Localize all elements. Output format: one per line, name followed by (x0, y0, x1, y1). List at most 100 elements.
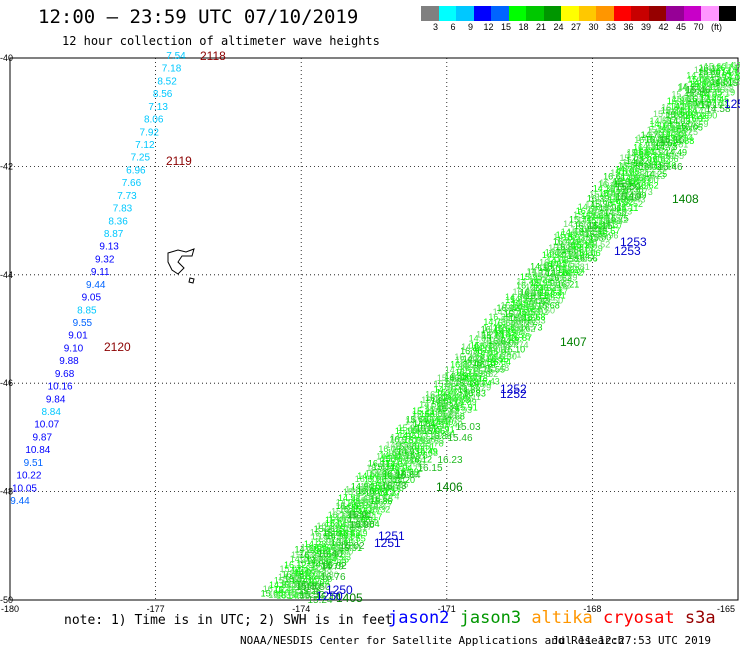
swh-label: 16.00 (488, 342, 511, 352)
swh-label: 15.80 (323, 528, 346, 538)
swh-label: 14.16 (290, 554, 313, 564)
swh-label: 16.64 (493, 318, 516, 328)
swh-label: 15.66 (412, 410, 435, 420)
swh-label: 16.04 (307, 577, 330, 587)
swh-label: 16.18 (599, 178, 622, 188)
swh-label: 15.15 (389, 468, 412, 478)
swh-label: 14.00 (636, 175, 659, 185)
swh-label: 15.91 (432, 425, 455, 435)
swh-label: 15.43 (291, 550, 314, 560)
swh-label: 16.34 (425, 389, 448, 399)
swh-label: 14.98 (381, 483, 404, 493)
swh-label: 14.96 (369, 469, 392, 479)
swh-label: 16.82 (450, 360, 473, 370)
swh-label: 14.73 (336, 498, 359, 508)
swh-label: 14.25 (645, 169, 668, 179)
swh-label: 16.53 (324, 558, 347, 568)
swh-label: 14.51 (318, 532, 341, 542)
swh-label: 14.74 (506, 340, 529, 350)
swh-label: 15.07 (370, 481, 393, 491)
swh-label: 16.75 (659, 137, 682, 147)
swh-label: 14.51 (306, 557, 329, 567)
swh-label: 14.30 (593, 183, 616, 193)
swh-label: 16.81 (634, 135, 657, 145)
time-label-jason2: 1250 (326, 583, 353, 597)
swh-label: 16.91 (609, 180, 632, 190)
swh-label: 15.33 (572, 240, 595, 250)
swh-label: 14.66 (626, 150, 649, 160)
swh-label: 15.68 (261, 588, 284, 598)
swh-label: 16.15 (715, 78, 738, 88)
swh-label: 16.11 (387, 447, 409, 457)
swh-label: 15.64 (708, 79, 731, 89)
swh-label: 16.76 (356, 516, 379, 526)
y-tick-label: -40 (0, 53, 13, 63)
swh-label: 15.80 (698, 67, 721, 77)
swh-label: 14.96 (675, 98, 698, 108)
swh-label: 15.86 (618, 160, 641, 170)
swh-label: 9.32 (95, 254, 115, 265)
swh-label: 14.17 (637, 133, 660, 143)
swh-label: 16.35 (324, 537, 347, 547)
swh-label: 16.12 (687, 94, 710, 104)
swh-label: 16.37 (446, 381, 469, 391)
scale-label: 12 (483, 22, 494, 32)
swh-label: 15.37 (545, 287, 568, 297)
swh-label: 15.23 (717, 70, 740, 80)
swh-label: 16.34 (634, 158, 657, 168)
swh-label: 16.23 (301, 571, 324, 581)
swh-label: 15.47 (356, 496, 379, 506)
swh-label: 15.96 (314, 537, 337, 547)
swh-label: 15.46 (274, 584, 297, 594)
swh-label: 16.09 (528, 274, 551, 284)
island-outline (167, 248, 195, 275)
swh-label: 15.41 (684, 88, 707, 98)
swh-label: 14.00 (732, 61, 740, 71)
swh-label: 15.24 (426, 402, 449, 412)
swh-label: 15.34 (372, 462, 395, 472)
swh-label: 8.85 (77, 305, 97, 316)
swh-label: 9.51 (24, 458, 44, 469)
swh-label: 15.33 (289, 587, 312, 597)
satellite-cryosat: cryosat (602, 608, 685, 628)
swh-label: 16.87 (667, 96, 690, 106)
swh-label: 15.00 (589, 232, 612, 242)
swh-label: 16.43 (672, 94, 695, 104)
swh-label: 16.88 (351, 495, 374, 505)
swh-label: 16.51 (412, 441, 435, 451)
swh-label-highlight: 15.46 (685, 85, 710, 96)
swh-label: 14.55 (451, 393, 474, 403)
swh-label: 16.62 (300, 564, 323, 574)
x-tick-label: -177 (147, 604, 165, 614)
scale-swatch (473, 6, 491, 21)
swh-label: 14.02 (700, 89, 723, 99)
swh-label: 14.46 (702, 85, 725, 95)
swh-label: 14.37 (379, 488, 402, 498)
swh-label: 15.86 (666, 110, 689, 120)
swh-label: 10.05 (12, 483, 37, 494)
swh-label: 14.40 (578, 229, 601, 239)
swh-label: 14.47 (503, 302, 526, 312)
scale-label: 6 (450, 22, 456, 32)
swh-label: 15.21 (314, 524, 337, 534)
swh-label: 14.21 (398, 430, 421, 440)
swh-label: 16.64 (488, 336, 511, 346)
swh-label: 15.89 (647, 125, 670, 135)
swh-label: 14.17 (585, 199, 608, 209)
scale-label: 27 (571, 22, 582, 32)
swh-label: 14.61 (585, 222, 608, 232)
swh-label: 14.08 (323, 522, 346, 532)
swh-label: 16.93 (350, 503, 373, 513)
swh-label: 16.97 (389, 434, 412, 444)
swh-label: 14.85 (287, 591, 310, 601)
swh-label: 15.89 (548, 243, 571, 253)
swh-label: 14.06 (311, 559, 334, 569)
time-label-jason2: 1252 (500, 387, 527, 401)
swh-label: 15.46 (361, 497, 384, 507)
swh-label: 16.49 (598, 179, 621, 189)
swh-label: 15.54 (338, 531, 361, 541)
swh-label: 16.19 (316, 521, 339, 531)
swh-label: 16.81 (666, 140, 689, 150)
swh-label: 16.52 (621, 199, 644, 209)
swh-label: 15.82 (557, 265, 580, 275)
